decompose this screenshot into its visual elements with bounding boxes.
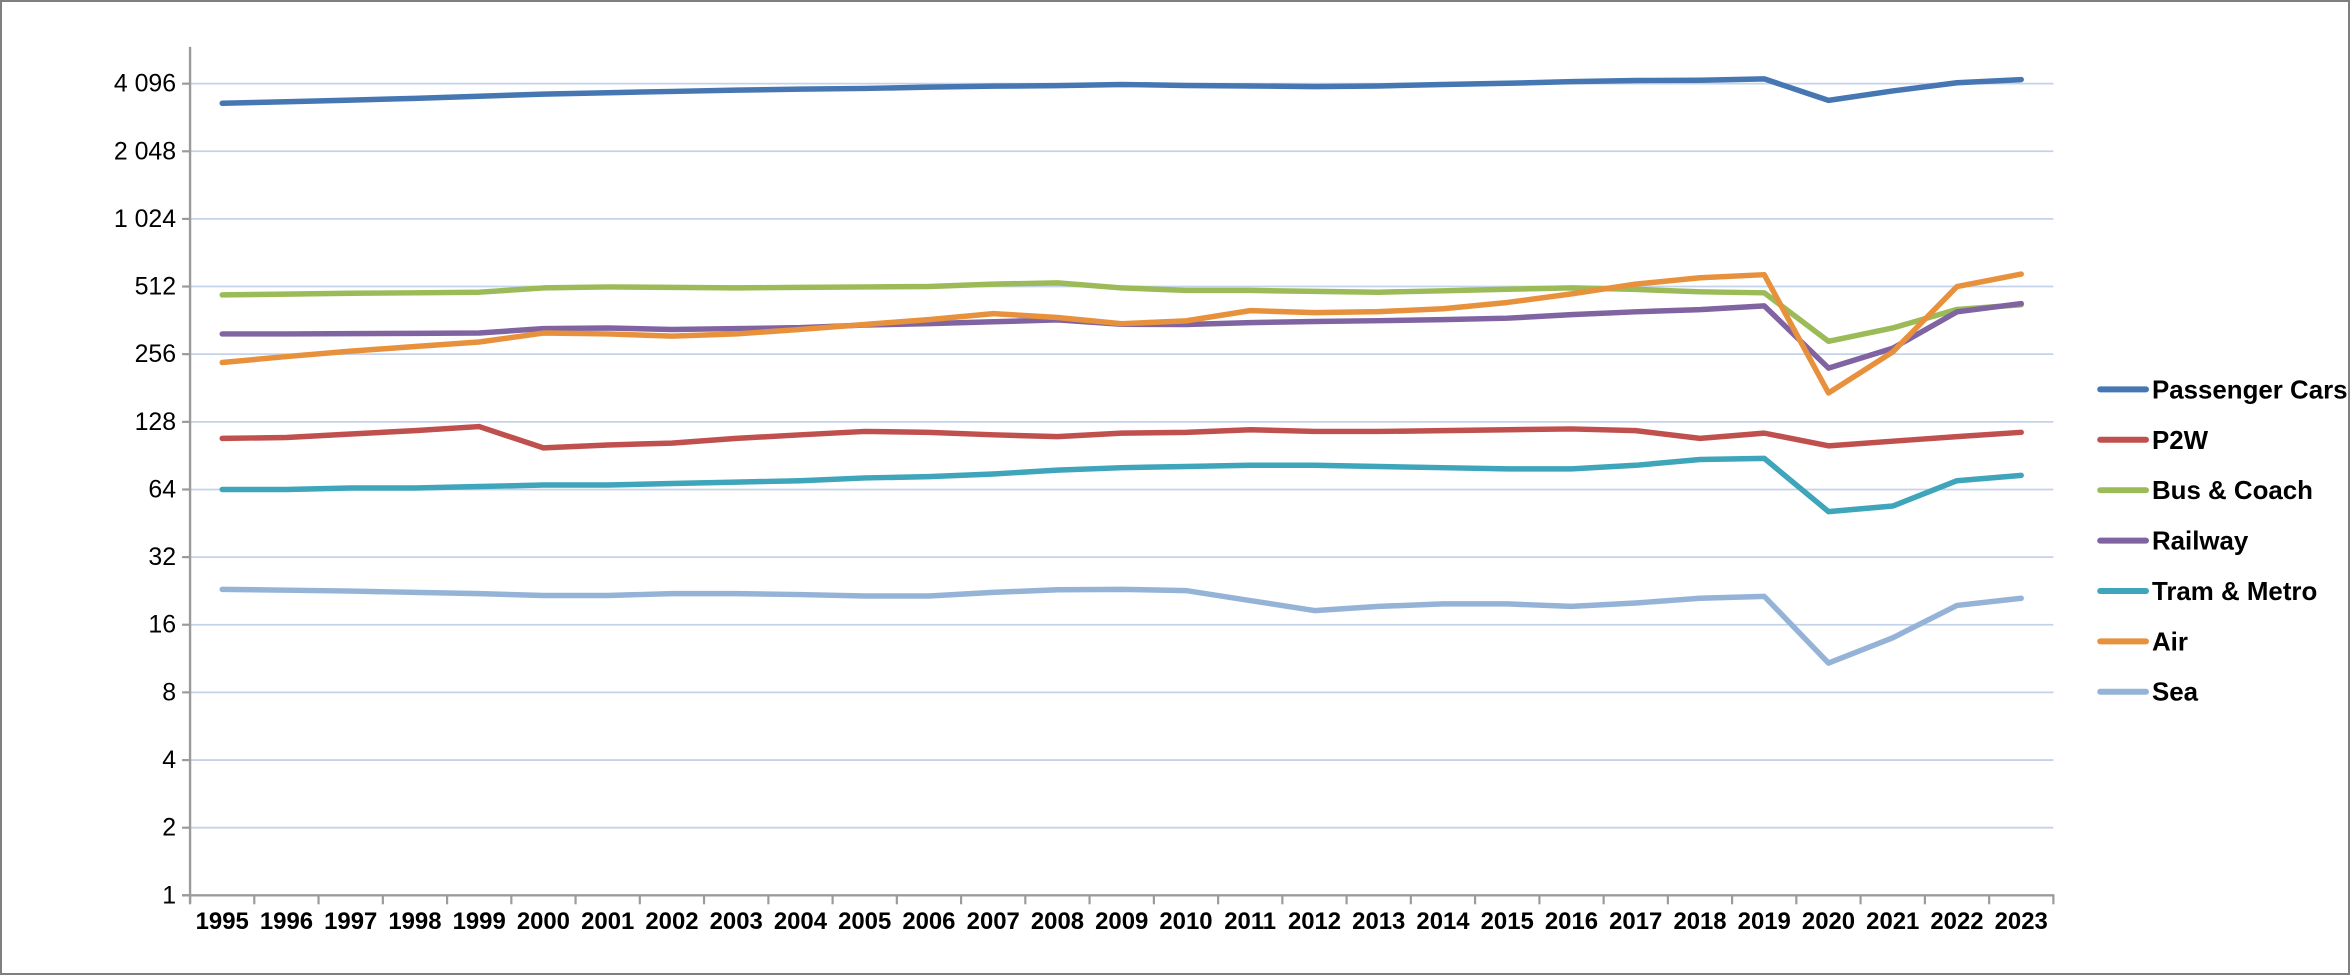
x-axis-label-2002: 2002 (645, 908, 698, 935)
legend-label-bus-coach: Bus & Coach (2152, 477, 2313, 505)
x-axis-label-1998: 1998 (388, 908, 441, 935)
x-axis-label-2007: 2007 (967, 908, 1020, 935)
x-axis-label-2022: 2022 (1930, 908, 1983, 935)
x-axis-label-1999: 1999 (453, 908, 506, 935)
x-axis-label-2004: 2004 (774, 908, 828, 935)
x-axis-label-2016: 2016 (1545, 908, 1598, 935)
x-axis-label-2000: 2000 (517, 908, 570, 935)
series-line-bus-coach (219, 280, 2024, 345)
series-line-p2w (219, 423, 2024, 451)
legend-label-passenger-cars: Passenger Cars (2152, 376, 2348, 404)
y-axis-label-1024: 1 024 (114, 205, 176, 233)
y-axis-label-4096: 4 096 (114, 70, 176, 98)
y-axis-label-128: 128 (135, 408, 177, 436)
legend-label-tram-metro: Tram & Metro (2152, 578, 2317, 606)
y-axis-label-2048: 2 048 (114, 137, 176, 165)
series-line-railway (219, 300, 2024, 371)
x-axis-label-2010: 2010 (1159, 908, 1212, 935)
y-axis-label-512: 512 (135, 272, 177, 300)
series-line-passenger-cars (219, 76, 2024, 107)
legend-label-railway: Railway (2152, 528, 2249, 556)
x-axis-label-2003: 2003 (710, 908, 763, 935)
x-axis-label-2020: 2020 (1802, 908, 1855, 935)
legend-label-sea: Sea (2152, 679, 2199, 707)
x-axis-label-2006: 2006 (902, 908, 955, 935)
legend-label-p2w: P2W (2152, 427, 2209, 455)
y-axis-label-64: 64 (148, 475, 176, 503)
y-axis-label-256: 256 (135, 340, 177, 368)
x-axis-label-2009: 2009 (1095, 908, 1148, 935)
x-axis-label-2005: 2005 (838, 908, 891, 935)
y-axis-label-1: 1 (162, 881, 176, 909)
x-axis-label-2015: 2015 (1481, 908, 1534, 935)
x-axis-label-2001: 2001 (581, 908, 634, 935)
x-axis-label-2014: 2014 (1416, 908, 1470, 935)
x-axis-label-2008: 2008 (1031, 908, 1084, 935)
x-axis-label-1995: 1995 (196, 908, 249, 935)
series-line-air (219, 271, 2024, 396)
y-axis-label-4: 4 (162, 746, 176, 774)
y-axis-label-2: 2 (162, 814, 176, 842)
series-line-tram-metro (219, 455, 2024, 515)
x-axis-label-2012: 2012 (1288, 908, 1341, 935)
x-axis-label-2018: 2018 (1673, 908, 1726, 935)
y-axis-label-16: 16 (148, 611, 176, 639)
x-axis-label-2023: 2023 (1995, 908, 2048, 935)
x-axis-label-1997: 1997 (324, 908, 377, 935)
series-line-sea (219, 586, 2024, 666)
y-axis-label-32: 32 (148, 543, 176, 571)
x-axis-label-2011: 2011 (1224, 908, 1276, 935)
x-axis-label-2019: 2019 (1738, 908, 1791, 935)
x-axis-label-2013: 2013 (1352, 908, 1405, 935)
x-axis-label-2017: 2017 (1609, 908, 1662, 935)
legend-label-air: Air (2152, 628, 2188, 656)
x-axis-label-1996: 1996 (260, 908, 313, 935)
y-axis-label-8: 8 (162, 678, 176, 706)
x-axis-label-2021: 2021 (1866, 908, 1919, 935)
